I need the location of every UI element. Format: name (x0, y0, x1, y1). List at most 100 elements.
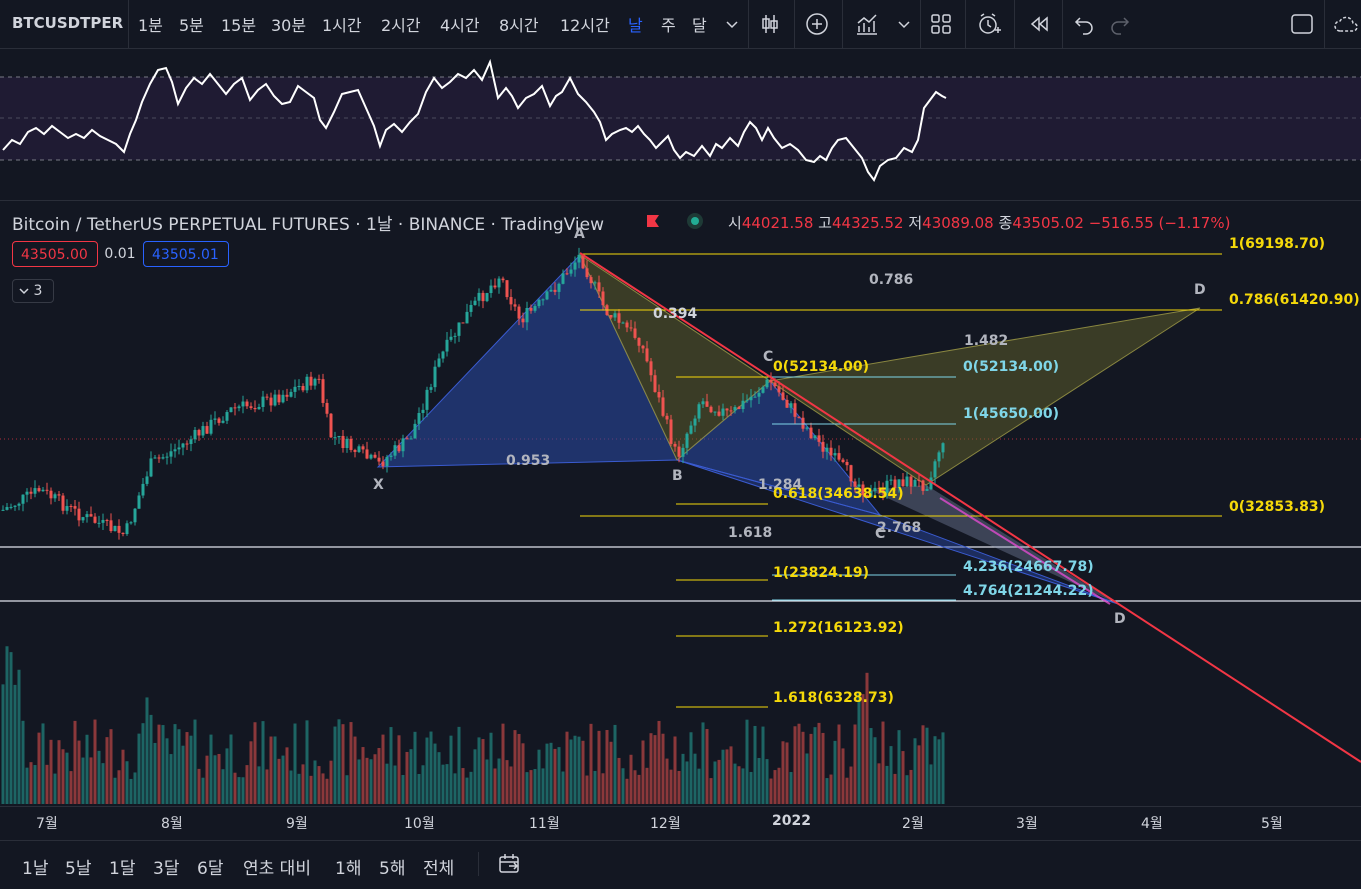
candle-body (5, 507, 9, 510)
volume-bar (149, 714, 153, 804)
candle-body (601, 291, 605, 306)
redo-icon[interactable] (1106, 10, 1134, 38)
interval-1m[interactable]: 1분 (138, 16, 163, 35)
volume-bar (201, 777, 205, 804)
range-1m[interactable]: 1달 (109, 859, 136, 879)
add-indicator-icon[interactable] (803, 10, 831, 38)
sell-price-button[interactable]: 43505.00 (12, 241, 98, 267)
range-all[interactable]: 전체 (423, 859, 455, 879)
descending-trendline[interactable] (579, 252, 1361, 763)
interval-12h[interactable]: 12시간 (560, 16, 610, 35)
range-6m[interactable]: 6달 (197, 859, 224, 879)
candles-icon[interactable] (756, 10, 784, 38)
chevron-down-icon[interactable] (894, 14, 914, 34)
time-axis[interactable] (0, 806, 1361, 841)
market-status-icon (687, 213, 703, 229)
volume-bar (641, 740, 645, 804)
interval-8h[interactable]: 8시간 (499, 16, 539, 35)
rsi-pane[interactable] (0, 48, 1361, 201)
candle-body (297, 386, 301, 388)
candle-body (529, 308, 533, 311)
range-5d[interactable]: 5날 (65, 859, 92, 879)
interval-5m[interactable]: 5분 (179, 16, 204, 35)
volume-bar (865, 672, 869, 804)
candle-body (273, 394, 277, 406)
range-3m[interactable]: 3달 (153, 859, 180, 879)
pattern-olive-right[interactable] (768, 307, 1201, 486)
volume-bar (497, 758, 501, 804)
indicators-icon[interactable] (853, 10, 881, 38)
candle-body (765, 379, 769, 388)
volume-bar (337, 719, 341, 804)
range-5y[interactable]: 5해 (379, 859, 406, 879)
interval-day[interactable]: 날 (628, 16, 643, 35)
volume-bar (385, 763, 389, 804)
trendline-overlap (939, 497, 1111, 605)
pattern-extension-wedge[interactable] (676, 459, 1119, 605)
candle-body (453, 335, 457, 337)
volume-bar (169, 754, 173, 804)
interval-4h[interactable]: 4시간 (440, 16, 480, 35)
symbol-search[interactable]: BTCUSDTPER (12, 14, 124, 32)
candle-body (937, 452, 941, 462)
candle-body (385, 456, 389, 467)
interval-month[interactable]: 달 (692, 16, 707, 35)
candle-body (717, 411, 721, 416)
pattern-c-d-leg[interactable] (870, 485, 1118, 604)
volume-bar (237, 777, 241, 804)
volume-bar (37, 732, 41, 804)
volume-bar (805, 753, 809, 804)
candle-body (445, 339, 449, 352)
buy-price-button[interactable]: 43505.01 (143, 241, 229, 267)
candle-body (149, 458, 153, 477)
candle-body (813, 435, 817, 439)
volume-bar (1, 684, 5, 804)
volume-bar (541, 768, 545, 804)
candle-body (553, 289, 557, 292)
candle-body (365, 449, 369, 459)
volume-bar (161, 725, 165, 804)
layouts-icon[interactable] (927, 10, 955, 38)
candle-body (697, 404, 701, 419)
candle-body (165, 456, 169, 458)
volume-bar (585, 775, 589, 804)
replay-icon[interactable] (1025, 10, 1053, 38)
chevron-down-icon[interactable] (722, 14, 742, 34)
undo-icon[interactable] (1070, 10, 1098, 38)
volume-bar (521, 743, 525, 804)
candle-body (85, 514, 89, 518)
fullscreen-icon[interactable] (1288, 10, 1316, 38)
cloud-save-icon[interactable] (1332, 10, 1360, 38)
high-value: 44325.52 (831, 214, 904, 232)
range-ytd[interactable]: 연초 대비 (243, 859, 311, 879)
x-tick-label: 8월 (161, 816, 183, 832)
volume-bar (913, 738, 917, 804)
candle-body (433, 366, 437, 388)
indicators-toggle[interactable]: 3 (12, 279, 54, 303)
chart-legend-title[interactable]: Bitcoin / TetherUS PERPETUAL FUTURES · 1… (12, 215, 604, 235)
flag-icon[interactable] (645, 213, 661, 229)
candle-body (881, 488, 885, 493)
candle-body (585, 268, 589, 278)
candle-body (849, 465, 853, 482)
interval-2h[interactable]: 2시간 (381, 16, 421, 35)
interval-30m[interactable]: 30분 (271, 16, 307, 35)
volume-bar (593, 770, 597, 804)
volume-bar (745, 719, 749, 804)
interval-week[interactable]: 주 (661, 16, 676, 35)
volume-bar (105, 737, 109, 804)
range-1d[interactable]: 1날 (22, 859, 49, 879)
candle-body (789, 403, 793, 408)
main-chart[interactable] (0, 200, 1361, 806)
volume-bar (213, 755, 217, 804)
alert-clock-icon[interactable] (975, 10, 1003, 38)
candle-body (121, 532, 125, 535)
range-1y[interactable]: 1해 (335, 859, 362, 879)
candle-body (253, 408, 257, 410)
interval-1h[interactable]: 1시간 (322, 16, 362, 35)
interval-15m[interactable]: 15분 (221, 16, 257, 35)
goto-date-icon[interactable] (497, 852, 523, 876)
toolbar-divider (1324, 0, 1325, 48)
candle-body (617, 313, 621, 323)
candle-body (449, 336, 453, 340)
